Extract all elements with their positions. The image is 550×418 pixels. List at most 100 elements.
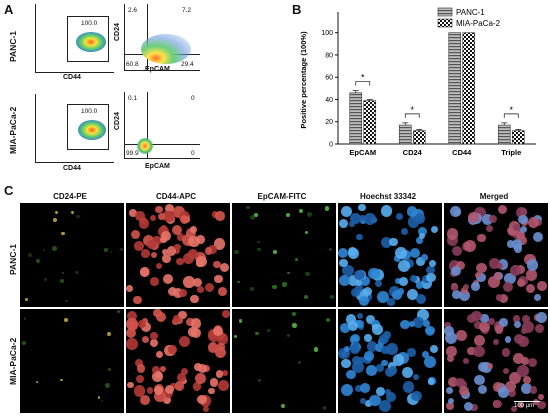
cell bbox=[362, 286, 372, 296]
cell bbox=[479, 321, 490, 332]
quadrant-lr: 0 bbox=[191, 150, 195, 157]
cell bbox=[489, 215, 498, 224]
cell bbox=[473, 334, 486, 347]
cell bbox=[385, 391, 396, 402]
cell bbox=[246, 205, 251, 210]
cell bbox=[426, 272, 436, 283]
bar-mia-paca-2-cd44 bbox=[462, 32, 476, 145]
cell bbox=[213, 238, 226, 250]
cell bbox=[174, 381, 185, 391]
cell bbox=[134, 241, 144, 251]
scale-bar bbox=[514, 401, 540, 402]
cell bbox=[163, 396, 171, 404]
micro-row-label-panc1: PANC-1 bbox=[8, 243, 18, 275]
cell bbox=[195, 255, 207, 268]
cell bbox=[455, 260, 465, 270]
cell bbox=[146, 386, 154, 394]
cell bbox=[155, 205, 163, 213]
cell bbox=[512, 352, 524, 364]
x-tick-label: CD44 bbox=[452, 148, 472, 157]
cell bbox=[189, 294, 199, 304]
cell bbox=[462, 357, 469, 364]
cell bbox=[249, 215, 255, 221]
cell bbox=[52, 246, 58, 252]
micrograph-0-0 bbox=[20, 203, 124, 307]
cell bbox=[396, 213, 403, 221]
cell bbox=[462, 284, 470, 291]
cell bbox=[192, 382, 202, 391]
cell bbox=[159, 365, 166, 372]
significance-bracket bbox=[503, 113, 519, 118]
cell bbox=[183, 253, 195, 265]
y-tick-label: 0 bbox=[329, 142, 333, 149]
cell bbox=[179, 214, 189, 225]
cell bbox=[383, 331, 392, 339]
quadrant-ur: 7.2 bbox=[182, 7, 192, 14]
cell bbox=[291, 311, 297, 317]
cell bbox=[192, 277, 202, 287]
cell bbox=[150, 214, 157, 222]
cell bbox=[198, 364, 208, 374]
cell bbox=[415, 281, 424, 289]
cell bbox=[140, 248, 150, 258]
significance-bracket bbox=[355, 81, 371, 86]
y-axis-label: Positive percentage (100%) bbox=[299, 31, 308, 129]
cell bbox=[451, 289, 461, 299]
cell bbox=[375, 280, 383, 287]
cell bbox=[257, 247, 262, 252]
cell bbox=[400, 319, 410, 330]
cell bbox=[167, 345, 177, 354]
cell bbox=[476, 272, 486, 282]
cell bbox=[526, 259, 539, 271]
cell bbox=[282, 282, 287, 287]
cell bbox=[502, 281, 513, 292]
scale-bar-label: 100 μm bbox=[514, 403, 535, 409]
quadrant-horizontal-line bbox=[125, 144, 200, 145]
cell bbox=[521, 314, 530, 323]
cell bbox=[487, 317, 496, 326]
cell bbox=[420, 277, 432, 290]
cell bbox=[151, 365, 161, 374]
cell bbox=[151, 251, 158, 258]
significance-star: * bbox=[509, 105, 513, 115]
micrograph-2-0 bbox=[232, 203, 336, 307]
cell bbox=[391, 290, 402, 300]
cell bbox=[410, 275, 417, 282]
significance-star: * bbox=[410, 105, 414, 115]
cell bbox=[109, 250, 113, 254]
quadrant-lr: 29.4 bbox=[181, 61, 194, 68]
cell bbox=[510, 265, 521, 276]
cell bbox=[189, 225, 197, 233]
cell bbox=[267, 328, 271, 332]
cell bbox=[214, 275, 223, 284]
cell bbox=[518, 401, 525, 408]
cell bbox=[380, 204, 393, 217]
cell bbox=[497, 204, 507, 215]
cell bbox=[377, 290, 390, 303]
cell bbox=[65, 300, 68, 303]
cell bbox=[398, 276, 408, 286]
cell bbox=[368, 394, 381, 407]
cell bbox=[519, 225, 527, 233]
cell bbox=[448, 397, 455, 405]
cell bbox=[427, 378, 435, 385]
cell bbox=[466, 313, 476, 323]
cell bbox=[424, 356, 437, 369]
quadrant-ll: 99.9 bbox=[126, 150, 139, 157]
cell bbox=[172, 224, 183, 235]
cell bbox=[365, 315, 375, 325]
cell bbox=[444, 321, 451, 329]
cell bbox=[165, 385, 175, 395]
cell bbox=[168, 286, 178, 296]
cell bbox=[446, 228, 459, 240]
quadrant-ll: 60.8 bbox=[126, 61, 139, 68]
cell bbox=[452, 246, 463, 257]
cell bbox=[413, 373, 420, 381]
cell bbox=[322, 406, 327, 410]
cell bbox=[407, 216, 420, 228]
flow-row-label-panc1: PANC-1 bbox=[8, 30, 18, 62]
cell bbox=[190, 318, 202, 329]
cell bbox=[313, 346, 319, 352]
cell bbox=[359, 214, 367, 222]
cell bbox=[238, 319, 243, 323]
